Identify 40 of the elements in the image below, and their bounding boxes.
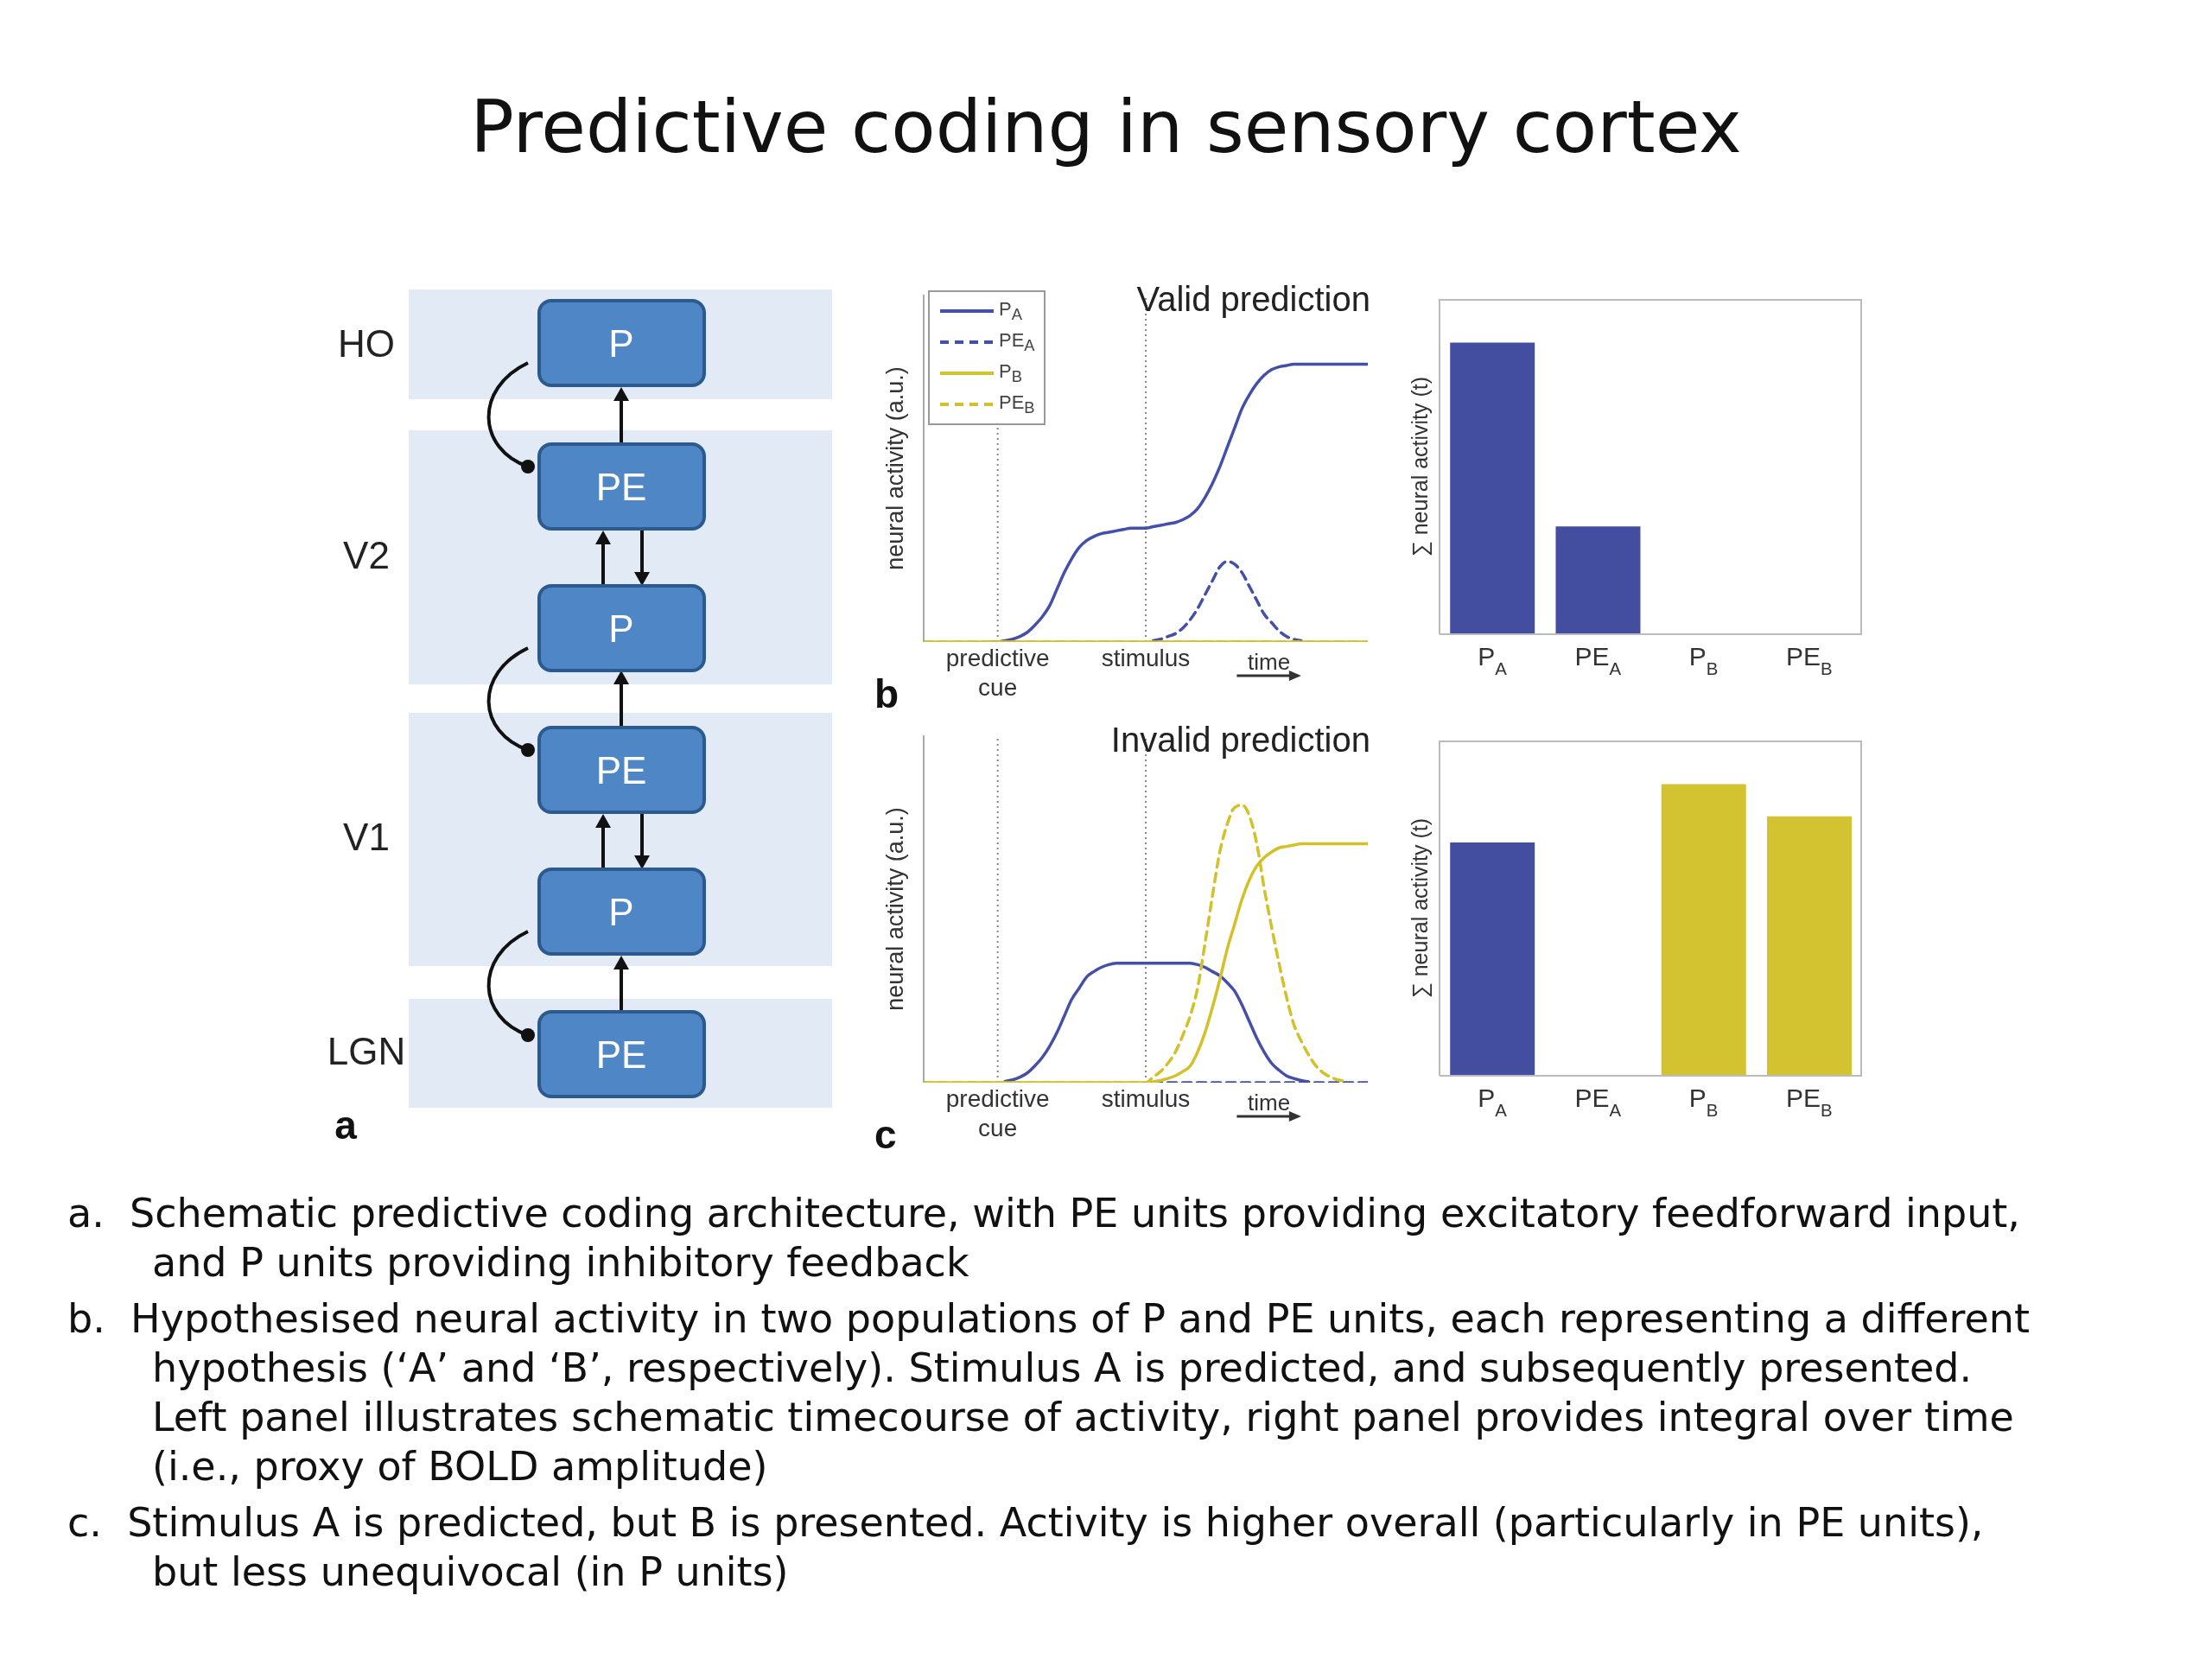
x-tick-label: P$_{A}$ [1478,1084,1508,1120]
text: c [874,1111,897,1158]
text: a [334,1103,358,1147]
legend-label: PE$_{B}$ [999,391,1035,418]
unit-box: P [537,299,706,387]
y-axis-title: neural activity (a.u.) [882,366,908,570]
y-axis-title: neural activity (a.u.) [882,807,908,1011]
y-axis-title: ∑ neural activity (t) [1408,376,1433,557]
unit-box: PE [537,1010,706,1098]
x-tick-label: stimulus [1101,1085,1191,1112]
text: Predictive coding in sensory cortex [469,85,1743,169]
chart-title: Valid prediction [1136,280,1370,319]
x-tick-label: stimulus [1101,645,1191,671]
x-axis-title: time [1248,649,1291,675]
text: V2 [343,533,390,576]
x-tick-label: PE$_{B}$ [1786,1084,1833,1120]
legend-label: PE$_{A}$ [999,328,1035,356]
text: HO [338,321,395,365]
legend-label: P$_{B}$ [999,359,1022,387]
x-tick-label: predictive cue [945,645,1050,701]
x-axis-title: time [1248,1090,1291,1116]
x-tick-label: PE$_{A}$ [1574,1084,1622,1120]
x-tick-label: predictive cue [945,1085,1050,1141]
unit-box: PE [537,442,706,531]
text: V1 [343,815,390,858]
unit-box: P [537,584,706,672]
text: b [874,671,899,717]
x-tick-label: P$_{B}$ [1688,642,1719,678]
x-tick-label: P$_{A}$ [1478,642,1508,678]
y-axis-title: ∑ neural activity (t) [1408,817,1433,999]
text: LGN [327,1029,406,1072]
chart-title: Invalid prediction [1110,721,1370,760]
x-tick-label: PE$_{B}$ [1786,642,1833,678]
unit-box: P [537,868,706,956]
text: c. Stimulus A is predicted, but B is presented. Activity is higher overall (particularly in PE units), but less unequivocal (in P units) [67,1498,1985,1597]
x-tick-label: P$_{B}$ [1688,1084,1719,1120]
x-tick-label: PE$_{A}$ [1574,642,1622,678]
unit-box: PE [537,726,706,814]
text: b. Hypothesised neural activity in two populations of P and PE units, each representing a different hypothesis (‘A’ and ‘B’, respectively). Stimulus A is predicted, and subsequently presented. Left panel illustrates schematic timecourse of activity, right panel provides integral over time (i.e., proxy of BOLD amplitude) [67,1294,2031,1491]
legend-label: P$_{A}$ [999,297,1022,325]
